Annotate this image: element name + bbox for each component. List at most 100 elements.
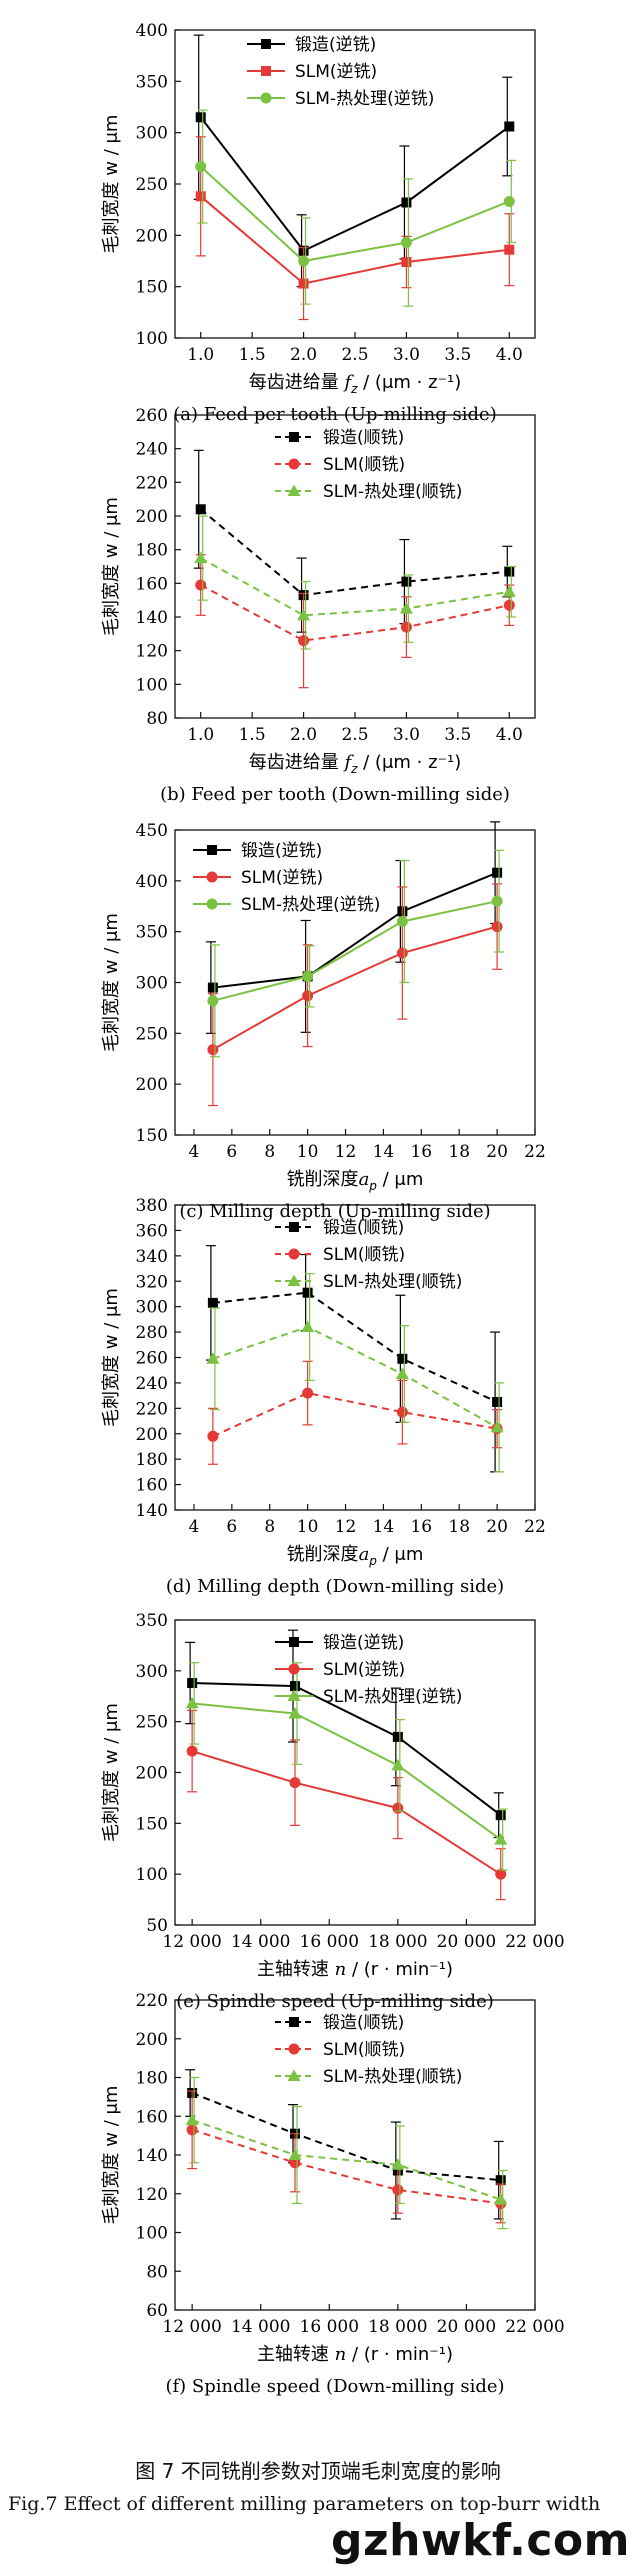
y-axis-label: 毛刺宽度 w / μm — [101, 1703, 122, 1842]
y-tick-label: 150 — [136, 278, 168, 298]
data-point — [504, 244, 515, 255]
x-axis-label-symbol: a — [359, 1169, 370, 1190]
x-axis-label-unit: / (r · min⁻¹) — [346, 2344, 453, 2365]
x-tick-label: 3.0 — [393, 725, 420, 745]
x-axis-label-sub: z — [350, 762, 358, 776]
data-point — [401, 257, 412, 268]
x-tick-label: 10 — [297, 1142, 319, 1162]
legend-label: SLM-热处理(顺铣) — [323, 2067, 462, 2087]
data-point — [400, 621, 412, 633]
x-tick-label: 8 — [264, 1142, 275, 1162]
y-tick-label: 260 — [136, 1349, 168, 1369]
data-point — [504, 566, 515, 577]
y-tick-label: 60 — [146, 2301, 168, 2321]
series-1 — [195, 136, 515, 321]
series-line — [212, 900, 498, 1002]
data-point — [261, 66, 271, 76]
data-point — [495, 1810, 506, 1821]
y-tick-label: 300 — [136, 1298, 168, 1318]
data-point — [502, 585, 516, 597]
y-tick-label: 260 — [136, 406, 168, 426]
data-point — [495, 2175, 506, 2186]
x-tick-label: 16 000 — [300, 1932, 359, 1952]
y-tick-label: 360 — [136, 1221, 168, 1241]
chart-panel-d: 140 160 180 200 220 240 260 280 300 320 340 360 380 4… — [101, 1196, 546, 1597]
data-point — [396, 947, 408, 959]
data-point — [396, 916, 408, 927]
y-tick-label: 350 — [136, 72, 168, 92]
x-tick-label: 20 — [486, 1517, 508, 1537]
plot-frame — [174, 829, 536, 1136]
x-axis-label-unit: / μm — [377, 1544, 424, 1565]
y-axis-label: 毛刺宽度 w / μm — [101, 913, 122, 1052]
data-point — [503, 599, 515, 611]
watermark: gzhwkf.com — [331, 2515, 630, 2566]
data-point — [302, 990, 314, 1002]
y-tick-label: 140 — [136, 608, 168, 628]
x-tick-label: 22 000 — [505, 1932, 564, 1952]
y-tick-label: 80 — [146, 2262, 168, 2282]
y-tick-label: 100 — [136, 2224, 168, 2244]
y-tick-label: 200 — [136, 507, 168, 527]
data-point — [494, 2193, 508, 2205]
data-point — [401, 197, 412, 208]
legend-label: SLM-热处理(逆铣) — [295, 89, 434, 109]
data-point — [287, 1689, 301, 1701]
legend-label: SLM-热处理(逆铣) — [241, 895, 380, 915]
data-point — [288, 2148, 302, 2160]
data-point — [186, 2124, 198, 2136]
data-point — [289, 1222, 299, 1232]
data-point — [195, 112, 206, 123]
data-point — [290, 1681, 300, 1692]
data-point — [391, 2158, 405, 2170]
data-point — [195, 161, 207, 173]
series-line — [192, 1702, 502, 1841]
x-tick-label: 1.5 — [239, 725, 266, 745]
y-tick-label: 400 — [136, 21, 168, 41]
data-point — [391, 1758, 405, 1771]
series-line — [199, 116, 510, 252]
legend-label: 锻造(逆铣) — [241, 841, 322, 861]
x-tick-label: 16 000 — [300, 2317, 359, 2337]
x-tick-label: 1.0 — [187, 725, 214, 745]
series-2 — [194, 515, 517, 650]
x-tick-label: 12 — [335, 1517, 357, 1537]
legend-label: SLM(顺铣) — [323, 455, 405, 475]
x-tick-label: 3.0 — [393, 345, 420, 365]
data-point — [491, 895, 503, 907]
data-point — [490, 1420, 504, 1433]
data-point — [400, 237, 412, 249]
y-tick-label: 200 — [136, 2030, 168, 2050]
data-point — [261, 39, 271, 49]
x-tick-label: 14 — [373, 1517, 395, 1537]
data-point — [287, 1274, 301, 1286]
x-tick-label: 1.5 — [239, 345, 266, 365]
data-point — [207, 982, 218, 993]
data-point — [288, 2043, 300, 2055]
legend-label: 锻造(逆铣) — [295, 35, 376, 55]
x-tick-label: 14 000 — [231, 1932, 290, 1952]
data-point — [492, 867, 503, 878]
x-tick-label: 2.0 — [290, 345, 317, 365]
chart-panel-e: 50 100 150 200 250 300 350 12 000 14 000 16 000 18… — [101, 1611, 565, 2012]
x-tick-label: 1.0 — [187, 345, 214, 365]
series-0 — [185, 2069, 506, 2220]
data-point — [207, 1044, 219, 1056]
y-tick-label: 160 — [136, 574, 168, 594]
series-1 — [207, 883, 503, 1107]
x-tick-label: 16 — [410, 1517, 432, 1537]
x-axis-label-symbol: n — [335, 2344, 347, 2365]
figure-caption-cn: 图 7 不同铣削参数对顶端毛刺宽度的影响 — [135, 2459, 501, 2483]
x-axis-label-unit: / (μm · z⁻¹) — [357, 752, 461, 773]
x-tick-label: 3.5 — [444, 345, 471, 365]
data-point — [494, 1833, 508, 1845]
panel-caption: (d) Milling depth (Down-milling side) — [166, 1576, 504, 1597]
y-tick-label: 200 — [136, 1764, 168, 1784]
x-tick-label: 2.5 — [341, 725, 368, 745]
legend-label: SLM(逆铣) — [241, 868, 323, 888]
legend-label: SLM(顺铣) — [323, 2040, 405, 2060]
legend-label: SLM(逆铣) — [295, 62, 377, 82]
x-tick-label: 20 000 — [437, 2317, 496, 2337]
x-tick-label: 18 000 — [368, 2317, 427, 2337]
x-tick-label: 2.0 — [290, 725, 317, 745]
